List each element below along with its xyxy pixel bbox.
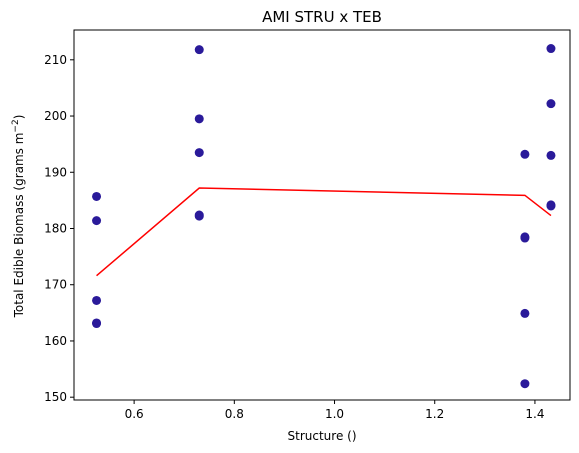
chart-title: AMI STRU x TEB <box>262 8 382 26</box>
x-tick-label: 1.2 <box>425 407 444 421</box>
x-tick-label: 1.4 <box>525 407 544 421</box>
y-axis-label-end: ) <box>12 115 26 120</box>
scatter-point <box>546 150 556 160</box>
scatter-point <box>92 191 102 201</box>
x-tick-label: 1.0 <box>325 407 344 421</box>
scatter-point <box>92 295 102 305</box>
y-tick-label: 180 <box>44 221 67 235</box>
y-axis-label-superscript: −2 <box>11 119 21 132</box>
scatter-point <box>546 99 556 109</box>
scatter-point <box>194 211 204 221</box>
scatter-point <box>194 45 204 55</box>
x-tick-label: 0.6 <box>125 407 144 421</box>
scatter-point <box>546 201 556 211</box>
scatter-point <box>520 379 530 389</box>
x-axis-label: Structure () <box>288 429 357 443</box>
scatter-point <box>92 319 102 329</box>
scatter-point <box>520 149 530 159</box>
scatter-point <box>520 233 530 243</box>
plot-frame <box>73 29 571 401</box>
scatter-point <box>194 148 204 158</box>
trend-line <box>96 187 552 277</box>
scatter-point <box>92 216 102 226</box>
scatter-point <box>194 114 204 124</box>
y-tick-label: 160 <box>44 334 67 348</box>
x-tick-label: 0.8 <box>225 407 244 421</box>
y-axis-label: Total Edible Biomass (grams m−2) <box>11 115 26 319</box>
scatter-point <box>546 44 556 54</box>
y-tick-label: 190 <box>44 165 67 179</box>
y-axis-label-main: Total Edible Biomass (grams m <box>12 133 26 319</box>
scatter-point <box>520 308 530 318</box>
y-tick-label: 200 <box>44 109 67 123</box>
y-tick-label: 170 <box>44 278 67 292</box>
y-tick-label: 210 <box>44 53 67 67</box>
plot-area: 0.6 0.8 1.0 1.2 1.4 150 160 170 180 190 200 210 <box>44 44 556 421</box>
y-tick-label: 150 <box>44 390 67 404</box>
